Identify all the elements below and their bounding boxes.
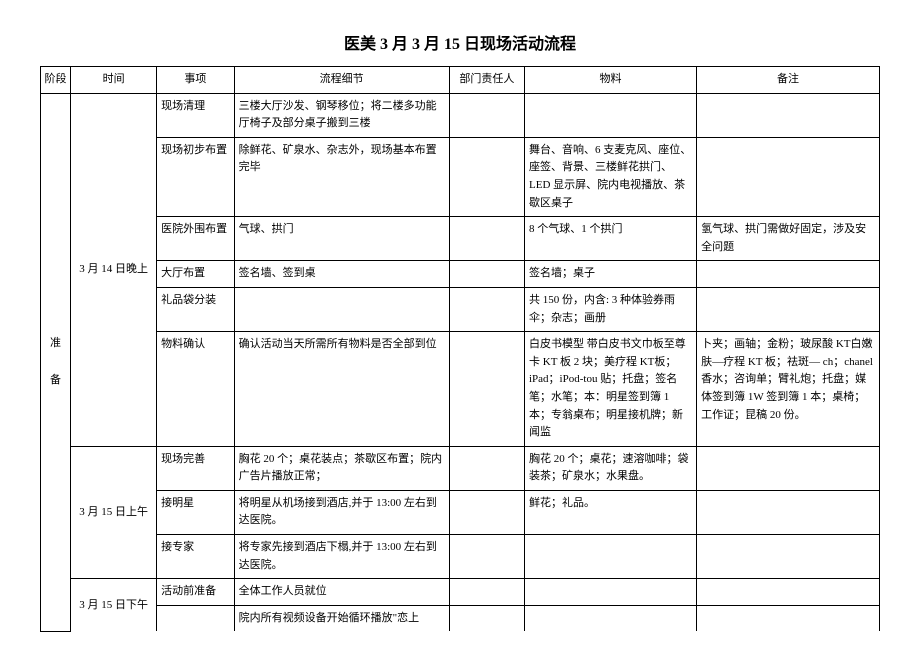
cell-person — [449, 217, 524, 261]
cell-person — [449, 137, 524, 216]
table-row: 物料确认 确认活动当天所需所有物料是否全部到位 白皮书模型 带白皮书文巾板至尊卡… — [41, 332, 880, 447]
table-row: 接明星 将明星从机场接到酒店,并于 13:00 左右到达医院。 鲜花；礼品。 — [41, 490, 880, 534]
cell-material — [525, 605, 697, 631]
cell-person — [449, 261, 524, 288]
cell-material: 舞台、音响、6 支麦克风、座位、座签、背景、三楼鲜花拱门、LED 显示屏、院内电… — [525, 137, 697, 216]
cell-detail: 三楼大厅沙发、钢琴移位；将二楼多功能厅椅子及部分桌子搬到三楼 — [234, 93, 449, 137]
phase-cell: 准 备 — [41, 93, 71, 631]
table-row: 大厅布置 签名墙、签到桌 签名墙；桌子 — [41, 261, 880, 288]
cell-remark — [697, 535, 880, 579]
cell-remark — [697, 579, 880, 606]
cell-item: 活动前准备 — [157, 579, 234, 606]
cell-remark — [697, 137, 880, 216]
cell-person — [449, 535, 524, 579]
cell-remark: 卜夹；画轴；金粉；玻尿酸 KT白嫩肤—疗程 KT 板；祛斑— ch；chanel… — [697, 332, 880, 447]
cell-material — [525, 535, 697, 579]
time-cell-1: 3 月 14 日晚上 — [71, 93, 157, 446]
cell-remark: 氢气球、拱门需做好固定，涉及安全问题 — [697, 217, 880, 261]
page-title: 医美 3 月 3 月 15 日现场活动流程 — [40, 30, 880, 54]
cell-person — [449, 579, 524, 606]
cell-detail: 确认活动当天所需所有物料是否全部到位 — [234, 332, 449, 447]
cell-item: 接明星 — [157, 490, 234, 534]
cell-item: 现场清理 — [157, 93, 234, 137]
cell-item: 物料确认 — [157, 332, 234, 447]
table-row: 现场初步布置 除鲜花、矿泉水、杂志外，现场基本布置完毕 舞台、音响、6 支麦克风… — [41, 137, 880, 216]
cell-person — [449, 93, 524, 137]
cell-remark — [697, 446, 880, 490]
cell-material: 胸花 20 个；桌花；速溶咖啡；袋装茶；矿泉水；水果盘。 — [525, 446, 697, 490]
cell-person — [449, 287, 524, 331]
cell-material: 白皮书模型 带白皮书文巾板至尊卡 KT 板 2 块；美疗程 KT板；iPad；i… — [525, 332, 697, 447]
cell-remark — [697, 605, 880, 631]
cell-material: 签名墙；桌子 — [525, 261, 697, 288]
cell-item: 现场初步布置 — [157, 137, 234, 216]
table-row: 3 月 15 日上午 现场完善 胸花 20 个；桌花装点；茶歇区布置；院内广告片… — [41, 446, 880, 490]
th-time: 时间 — [71, 67, 157, 94]
table-row: 院内所有视频设备开始循环播放"恋上 — [41, 605, 880, 631]
phase-char-2: 备 — [43, 372, 68, 390]
cell-remark — [697, 93, 880, 137]
th-remark: 备注 — [697, 67, 880, 94]
cell-detail: 全体工作人员就位 — [234, 579, 449, 606]
th-material: 物料 — [525, 67, 697, 94]
table-row: 准 备 3 月 14 日晚上 现场清理 三楼大厅沙发、钢琴移位；将二楼多功能厅椅… — [41, 93, 880, 137]
cell-person — [449, 446, 524, 490]
cell-remark — [697, 287, 880, 331]
cell-item: 医院外围布置 — [157, 217, 234, 261]
cell-person — [449, 332, 524, 447]
cell-detail: 院内所有视频设备开始循环播放"恋上 — [234, 605, 449, 631]
th-phase: 阶段 — [41, 67, 71, 94]
cell-detail: 将明星从机场接到酒店,并于 13:00 左右到达医院。 — [234, 490, 449, 534]
cell-person — [449, 605, 524, 631]
cell-detail: 气球、拱门 — [234, 217, 449, 261]
cell-person — [449, 490, 524, 534]
cell-remark — [697, 261, 880, 288]
cell-item: 大厅布置 — [157, 261, 234, 288]
header-row: 阶段 时间 事项 流程细节 部门责任人 物料 备注 — [41, 67, 880, 94]
cell-detail: 胸花 20 个；桌花装点；茶歇区布置；院内广告片播放正常； — [234, 446, 449, 490]
cell-item: 现场完善 — [157, 446, 234, 490]
table-row: 医院外围布置 气球、拱门 8 个气球、1 个拱门 氢气球、拱门需做好固定，涉及安… — [41, 217, 880, 261]
cell-item: 接专家 — [157, 535, 234, 579]
cell-detail: 签名墙、签到桌 — [234, 261, 449, 288]
cell-material: 共 150 份，内含: 3 种体验券雨伞；杂志；画册 — [525, 287, 697, 331]
cell-detail: 除鲜花、矿泉水、杂志外，现场基本布置完毕 — [234, 137, 449, 216]
th-item: 事项 — [157, 67, 234, 94]
table-row: 礼品袋分装 共 150 份，内含: 3 种体验券雨伞；杂志；画册 — [41, 287, 880, 331]
table-row: 接专家 将专家先接到酒店下榻,并于 13:00 左右到达医院。 — [41, 535, 880, 579]
cell-material: 8 个气球、1 个拱门 — [525, 217, 697, 261]
cell-material: 鲜花；礼品。 — [525, 490, 697, 534]
cell-material — [525, 93, 697, 137]
th-person: 部门责任人 — [449, 67, 524, 94]
cell-detail — [234, 287, 449, 331]
table-row: 3 月 15 日下午 活动前准备 全体工作人员就位 — [41, 579, 880, 606]
time-cell-3: 3 月 15 日下午 — [71, 579, 157, 632]
schedule-table: 阶段 时间 事项 流程细节 部门责任人 物料 备注 准 备 3 月 14 日晚上… — [40, 66, 880, 632]
cell-item — [157, 605, 234, 631]
cell-material — [525, 579, 697, 606]
phase-char-1: 准 — [43, 335, 68, 353]
th-detail: 流程细节 — [234, 67, 449, 94]
cell-item: 礼品袋分装 — [157, 287, 234, 331]
cell-detail: 将专家先接到酒店下榻,并于 13:00 左右到达医院。 — [234, 535, 449, 579]
time-cell-2: 3 月 15 日上午 — [71, 446, 157, 579]
cell-remark — [697, 490, 880, 534]
